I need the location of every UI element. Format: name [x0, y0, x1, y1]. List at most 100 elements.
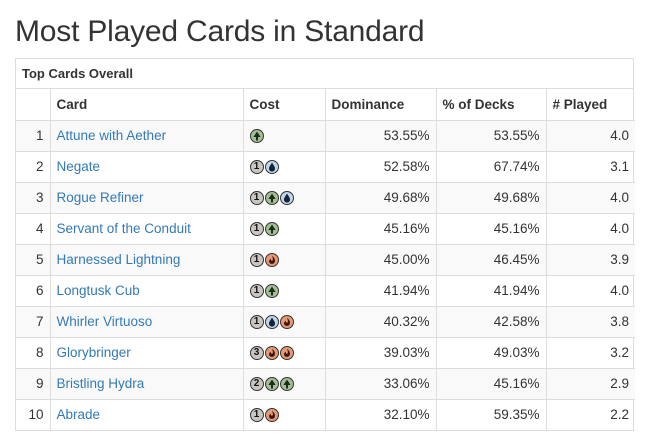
card-name-link[interactable]: Longtusk Cub [56, 283, 140, 298]
row-rank: 3 [16, 181, 51, 214]
card-name-link[interactable]: Attune with Aether [56, 128, 167, 143]
green-mana-tree-icon [264, 376, 279, 391]
card-name-link[interactable]: Bristling Hydra [56, 376, 145, 391]
row-rank: 9 [16, 367, 51, 400]
mana-cost [249, 121, 319, 150]
generic-mana-icon: 3 [249, 345, 264, 360]
generic-mana-icon: 1 [249, 283, 264, 298]
mana-cost: 1 [249, 152, 319, 181]
red-mana-fire-icon [264, 407, 279, 422]
mana-cost-cell: 1 [242, 305, 326, 338]
table-row: 8 Glorybringer 3 39.03% 49.03% 3.2 [16, 336, 635, 369]
percent-decks-value: 42.58% [435, 305, 547, 338]
card-name-link[interactable]: Glorybringer [56, 345, 131, 360]
table-row: 10 Abrade 1 32.10% 59.35% 2.2 [16, 398, 635, 430]
dominance-value: 49.68% [324, 181, 437, 214]
panel-heading: Top Cards Overall [16, 59, 633, 89]
card-name-cell: Negate [49, 150, 244, 183]
table-row: 2 Negate 1 52.58% 67.74% 3.1 [16, 150, 635, 183]
generic-mana-icon: 1 [249, 252, 264, 267]
dominance-value: 45.00% [324, 243, 437, 276]
played-count-value: 4.0 [545, 119, 635, 152]
row-rank: 2 [16, 150, 51, 183]
card-name-link[interactable]: Abrade [56, 407, 101, 423]
percent-decks-value: 45.16% [435, 367, 547, 400]
dominance-value: 53.55% [324, 119, 437, 152]
blue-mana-drop-icon [264, 314, 279, 329]
dominance-value: 32.10% [324, 398, 437, 430]
played-count-value: 2.2 [545, 398, 635, 430]
green-mana-tree-icon [264, 221, 279, 236]
card-name-cell: Rogue Refiner [49, 181, 244, 214]
played-count-value: 2.9 [545, 367, 635, 400]
table-row: 7 Whirler Virtuoso 1 40.32% 42.58% 3.8 [16, 305, 635, 338]
column-header-cost[interactable]: Cost [242, 89, 326, 121]
generic-mana-icon: 2 [249, 376, 264, 391]
dominance-value: 41.94% [324, 274, 437, 307]
row-rank: 6 [16, 274, 51, 307]
played-count-value: 4.0 [545, 212, 635, 245]
table-row: 6 Longtusk Cub 1 41.94% 41.94% 4.0 [16, 274, 635, 307]
played-count-value: 4.0 [545, 274, 635, 307]
dominance-value: 40.32% [324, 305, 437, 338]
dominance-value: 39.03% [324, 336, 437, 369]
green-mana-tree-icon [264, 283, 279, 298]
card-name-cell: Bristling Hydra [49, 367, 244, 400]
mana-cost-cell: 1 [242, 243, 326, 276]
table-header-row: Card Cost Dominance % of Decks # Played [16, 89, 635, 121]
played-count-value: 3.9 [545, 243, 635, 276]
top-cards-panel: Top Cards Overall Card Cost Dominance % … [15, 58, 635, 431]
red-mana-fire-icon [279, 314, 294, 329]
mana-cost-cell: 1 [242, 274, 326, 307]
card-name-cell: Harnessed Lightning [49, 243, 244, 276]
dominance-value: 52.58% [324, 150, 437, 183]
percent-decks-value: 41.94% [435, 274, 547, 307]
card-name-link[interactable]: Negate [56, 159, 101, 174]
percent-decks-value: 49.03% [435, 336, 547, 369]
column-header-dominance[interactable]: Dominance [324, 89, 437, 121]
dominance-value: 33.06% [324, 367, 437, 400]
card-name-link[interactable]: Servant of the Conduit [56, 221, 191, 236]
generic-mana-icon: 1 [249, 407, 264, 422]
red-mana-fire-icon [264, 252, 279, 267]
table-row: 9 Bristling Hydra 2 33.06% 45.16% 2.9 [16, 367, 635, 400]
percent-decks-value: 59.35% [435, 398, 547, 430]
card-name-cell: Glorybringer [49, 336, 244, 369]
mana-cost: 3 [249, 338, 319, 367]
page-title: Most Played Cards in Standard [15, 15, 425, 48]
percent-decks-value: 67.74% [435, 150, 547, 183]
row-rank: 1 [16, 119, 51, 152]
card-name-link[interactable]: Harnessed Lightning [56, 252, 181, 267]
table-row: 3 Rogue Refiner 1 49.68% 49.68% 4.0 [16, 181, 635, 214]
row-rank: 8 [16, 336, 51, 369]
generic-mana-icon: 1 [249, 314, 264, 329]
green-mana-tree-icon [249, 128, 264, 143]
column-header-played[interactable]: # Played [545, 89, 635, 121]
mana-cost: 2 [249, 369, 319, 398]
card-name-link[interactable]: Whirler Virtuoso [56, 314, 153, 329]
percent-decks-value: 45.16% [435, 212, 547, 245]
played-count-value: 3.1 [545, 150, 635, 183]
column-header-percent-decks[interactable]: % of Decks [435, 89, 547, 121]
blue-mana-drop-icon [264, 159, 279, 174]
mana-cost: 1 [249, 183, 319, 212]
cards-table: Card Cost Dominance % of Decks # Played … [16, 89, 635, 430]
card-name-cell: Attune with Aether [49, 119, 244, 152]
percent-decks-value: 46.45% [435, 243, 547, 276]
card-name-cell: Whirler Virtuoso [49, 305, 244, 338]
mana-cost-cell [242, 119, 326, 152]
mana-cost: 1 [249, 307, 319, 336]
red-mana-fire-icon [279, 345, 294, 360]
played-count-value: 4.0 [545, 181, 635, 214]
card-name-cell: Abrade [49, 398, 244, 430]
red-mana-fire-icon [264, 345, 279, 360]
mana-cost: 1 [249, 245, 319, 274]
generic-mana-icon: 1 [249, 221, 264, 236]
generic-mana-icon: 1 [249, 159, 264, 174]
played-count-value: 3.8 [545, 305, 635, 338]
table-row: 5 Harnessed Lightning 1 45.00% 46.45% 3.9 [16, 243, 635, 276]
card-name-link[interactable]: Rogue Refiner [56, 190, 144, 205]
green-mana-tree-icon [264, 190, 279, 205]
column-header-card[interactable]: Card [49, 89, 244, 121]
column-header-rank [16, 89, 51, 121]
